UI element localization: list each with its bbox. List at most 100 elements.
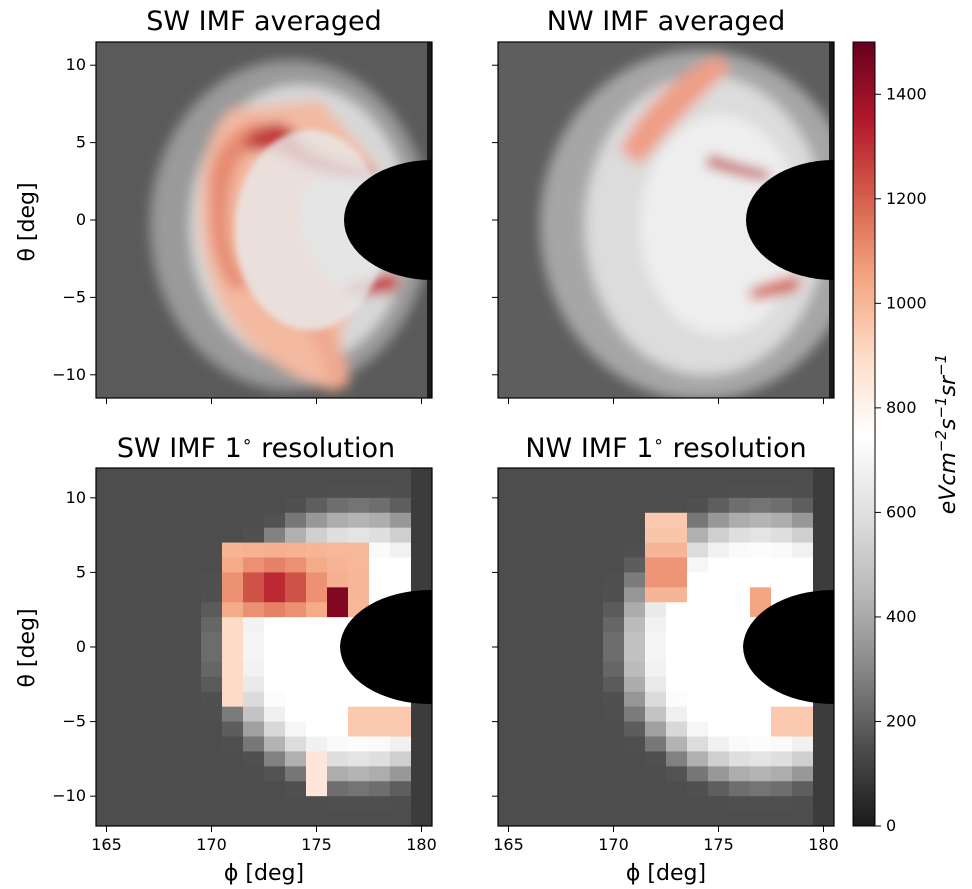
heat-cell xyxy=(348,796,370,812)
panel-nw-1deg xyxy=(498,468,834,826)
heat-cell xyxy=(117,781,139,797)
heat-cell xyxy=(327,572,349,588)
heat-cell xyxy=(285,721,307,738)
heat-cell xyxy=(624,706,646,723)
heat-cell xyxy=(708,781,730,797)
heat-cell xyxy=(369,497,391,514)
x-tick-label: 165 xyxy=(493,835,524,854)
heat-cell xyxy=(411,706,432,723)
heat-cell xyxy=(582,482,604,499)
heat-cell xyxy=(624,557,646,574)
colorbar-tick-label: 1000 xyxy=(886,293,927,312)
heat-cell xyxy=(159,512,181,529)
heat-cell xyxy=(222,736,244,753)
heat-cell xyxy=(561,557,583,574)
heat-cell xyxy=(159,676,181,693)
heat-cell xyxy=(666,542,688,559)
heat-cell xyxy=(96,706,118,723)
colorbar-tick-label: 0 xyxy=(886,816,896,835)
y-axis-label-bottom: θ [deg] xyxy=(15,608,40,687)
heat-cell xyxy=(603,691,625,708)
heat-cell xyxy=(750,468,772,484)
heat-cell xyxy=(369,766,391,782)
heat-cell xyxy=(159,527,181,544)
heat-cell xyxy=(306,751,328,767)
heat-cell xyxy=(243,527,265,544)
heat-cell xyxy=(222,661,244,678)
x-tick-label: 175 xyxy=(703,835,734,854)
heat-cell xyxy=(708,766,730,782)
heat-cell xyxy=(264,647,286,663)
heat-cell xyxy=(687,482,709,499)
heat-cell xyxy=(813,468,834,484)
heat-cell xyxy=(180,751,202,767)
heat-cell xyxy=(201,766,223,782)
heat-cell xyxy=(201,542,223,559)
heat-cell xyxy=(750,497,772,514)
heat-cell xyxy=(645,527,667,544)
heat-cell xyxy=(222,721,244,738)
title-sw-averaged: SW IMF averaged xyxy=(146,6,381,37)
heat-cell xyxy=(561,602,583,618)
heat-cell xyxy=(519,721,541,738)
heat-cell xyxy=(117,661,139,678)
heat-cell xyxy=(771,811,793,826)
heat-cell xyxy=(117,572,139,588)
heat-cell xyxy=(561,587,583,603)
heat-cell xyxy=(348,497,370,514)
heat-cell xyxy=(687,587,709,603)
heat-cell xyxy=(771,542,793,559)
heat-cell xyxy=(285,632,307,648)
heat-cell xyxy=(687,602,709,618)
heat-cell xyxy=(201,572,223,588)
heat-cell xyxy=(285,811,307,826)
heat-cell xyxy=(519,482,541,499)
heat-cell xyxy=(159,647,181,663)
heat-cell xyxy=(264,512,286,529)
heat-cell xyxy=(624,527,646,544)
heat-cell xyxy=(519,736,541,753)
heat-cell xyxy=(327,542,349,559)
heat-cell xyxy=(813,572,834,588)
heat-cell xyxy=(138,796,160,812)
heat-cell xyxy=(813,796,834,812)
heat-cell xyxy=(582,751,604,767)
heat-cell xyxy=(603,572,625,588)
heat-cell xyxy=(138,527,160,544)
heat-cell xyxy=(264,602,286,618)
heat-cell xyxy=(582,468,604,484)
heat-cell xyxy=(624,542,646,559)
heat-cell xyxy=(603,751,625,767)
heat-cell xyxy=(159,766,181,782)
heat-cell xyxy=(138,676,160,693)
heat-cell xyxy=(582,781,604,797)
heat-cell xyxy=(666,706,688,723)
heat-cell xyxy=(369,557,391,574)
heat-cell xyxy=(561,512,583,529)
heat-cell xyxy=(117,736,139,753)
heat-cell xyxy=(498,527,520,544)
heat-cell xyxy=(645,647,667,663)
heat-cell xyxy=(666,482,688,499)
heat-cell xyxy=(792,721,814,738)
heat-cell xyxy=(687,497,709,514)
heat-cell xyxy=(348,542,370,559)
heat-cell xyxy=(708,632,730,648)
heat-cell xyxy=(285,796,307,812)
heat-cell xyxy=(792,736,814,753)
heat-cell xyxy=(582,617,604,633)
heat-cell xyxy=(540,542,562,559)
heat-cell xyxy=(222,512,244,529)
heat-cell xyxy=(117,482,139,499)
heat-cell xyxy=(750,542,772,559)
heat-cell xyxy=(138,647,160,663)
heat-cell xyxy=(498,781,520,797)
heat-cell xyxy=(729,751,751,767)
heat-cell xyxy=(159,796,181,812)
heat-cell xyxy=(645,557,667,574)
heat-cell xyxy=(729,736,751,753)
heat-cell xyxy=(159,587,181,603)
heat-cell xyxy=(180,468,202,484)
heat-cell xyxy=(390,542,412,559)
heat-cell xyxy=(603,482,625,499)
